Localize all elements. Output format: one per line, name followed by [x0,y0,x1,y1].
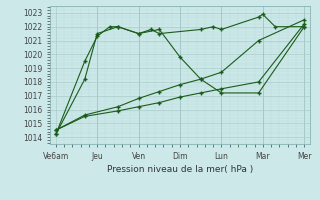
X-axis label: Pression niveau de la mer( hPa ): Pression niveau de la mer( hPa ) [107,165,253,174]
